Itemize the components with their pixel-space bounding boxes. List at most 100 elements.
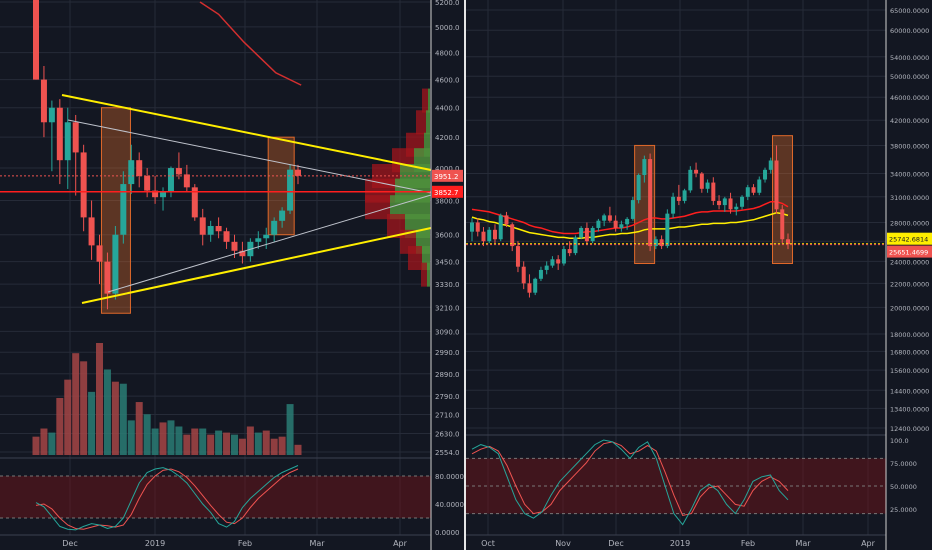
volume-bar [183,434,191,455]
volume-bar [135,402,143,455]
volume-bar [223,432,231,455]
candle-body [774,160,779,210]
candle-body [567,249,572,254]
price-tag [887,232,932,245]
volume-bar [48,432,56,455]
price-tick-label: 14400.0000 [890,387,929,395]
candle-body [144,176,151,191]
candle-body [271,220,278,235]
candle-body [682,190,687,201]
volume-profile-down-bar [408,246,422,271]
volume-bar [127,420,135,455]
candle-body [504,215,509,225]
candle-body [740,196,745,207]
candle-body [722,198,727,206]
candle-body [533,278,538,293]
price-tick-label: 4000.0 [435,165,460,173]
volume-profile-up-bar [422,246,430,271]
candle-body [550,259,555,266]
left-chart-svg[interactable]: 5200.0 5000.0 4800.0 4600.0 4400.0 4200.0 4000… [0,0,464,550]
price-tick-label: 50000.0000 [890,73,929,81]
candle-body [521,266,526,284]
volume-bar [72,353,80,455]
candle-body [688,169,693,191]
time-axis-label: Mar [795,539,811,548]
price-tick-label: 3800.0 [435,198,460,206]
stochastic-tick-label: 80.0000 [435,473,464,481]
price-tag [432,169,463,182]
candle-body [136,160,143,177]
volume-profile-down-bar [422,88,428,113]
stochastic-d-line [35,468,299,530]
right-chart-svg[interactable]: 65000.0000 60000.0000 54000.0000 50000.0000… [466,0,932,550]
candle-body [590,227,595,242]
candle-body [671,196,676,214]
candle-body [607,215,612,221]
stochastic-tick-label: 25.0000 [890,506,917,514]
right-chart-pane[interactable]: 65000.0000 60000.0000 54000.0000 50000.0000… [466,0,932,550]
candle-body [112,234,119,294]
candle-body [665,213,670,247]
candle-body [527,283,532,293]
candle-body [160,192,167,198]
candle-body [199,217,206,235]
pane-divider[interactable] [464,0,466,550]
volume-bar [270,438,278,455]
price-tick-label: 60000.0000 [890,27,929,35]
candle-body [659,239,664,247]
candle-body [596,220,601,228]
price-tick-label: 46000.0000 [890,94,929,102]
candle-body [556,259,561,264]
price-tick-label: 4800.0 [435,50,460,58]
candle-body [561,249,566,264]
candle-body [768,160,773,170]
volume-bar [119,383,127,455]
moving-average-yellow [471,212,789,240]
price-tick-label: 15600.0000 [890,367,929,375]
volume-bar [286,404,294,455]
lower-trendline [81,227,432,304]
candle-body [780,209,785,240]
time-axis-label: 2019 [145,539,165,548]
volume-bar [262,430,270,455]
candle-body [175,168,182,175]
volume-bar [151,428,159,455]
price-tag-label: 25742.6814 [889,236,928,244]
volume-profile-up-bar [428,88,430,113]
volume-profile-up-bar [427,262,430,287]
volume-bar [56,397,64,455]
price-tick-label: 2990.0 [435,349,460,357]
volume-bar [230,434,238,455]
candle-body [619,224,624,228]
volume-bar [32,436,40,455]
price-tick-label: 2790.0 [435,393,460,401]
candle-body [231,241,238,251]
candle-body [745,187,750,197]
time-axis-label: Apr [861,539,876,548]
price-tick-label: 65000.0000 [890,7,929,15]
volume-bar [175,426,183,455]
candle-body [223,231,230,242]
candle-body [263,234,270,239]
candle-body [96,245,103,262]
candle-body [104,261,111,294]
volume-bar [207,434,215,455]
volume-bar [88,391,96,455]
time-axis-label: Nov [555,539,571,548]
price-tick-label: 3210.0 [435,304,460,312]
candle-body [215,226,222,232]
candle-body [470,222,474,232]
candle-body [239,250,246,257]
price-tick-label: 2890.0 [435,371,460,379]
price-tick-label: 3450.0 [435,259,460,267]
price-tag [432,185,463,198]
left-chart-pane[interactable]: 5200.0 5000.0 4800.0 4600.0 4400.0 4200.0 4000… [0,0,464,550]
candle-body [88,217,95,246]
candle-body [191,187,198,218]
price-tick-label: 28000.0000 [890,219,929,227]
price-tag-label: 3951.2 [434,173,459,181]
price-tag-label: 3852.7 [434,189,459,197]
volume-bar [215,430,223,455]
candle-body [255,238,262,242]
volume-profile-up-bar [426,110,430,135]
